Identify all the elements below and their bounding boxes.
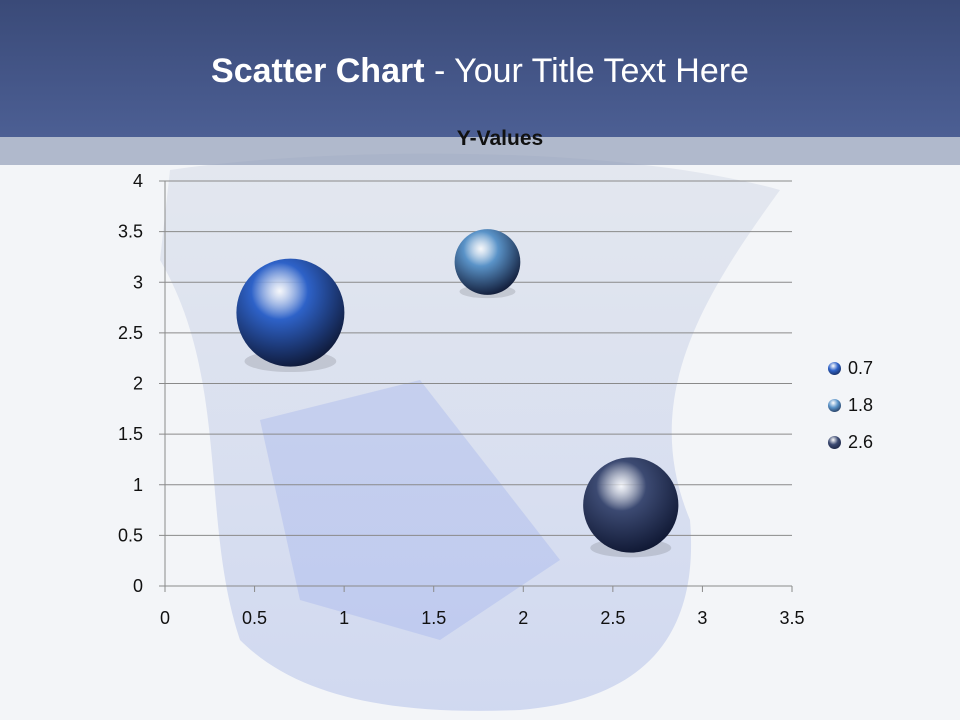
x-tick-label: 1.5 bbox=[421, 608, 446, 628]
slide-title-rest: - Your Title Text Here bbox=[424, 52, 749, 90]
y-tick-label: 2.5 bbox=[118, 323, 143, 343]
legend-bubble-icon bbox=[828, 362, 841, 375]
slide-title: Scatter Chart - Your Title Text Here bbox=[0, 52, 960, 91]
y-tick-label: 4 bbox=[133, 171, 143, 191]
legend-item: 1.8 bbox=[828, 387, 873, 424]
bubble-0.7[interactable] bbox=[236, 258, 345, 367]
chart-title: Y-Values bbox=[456, 127, 544, 150]
y-tick-label: 1 bbox=[133, 475, 143, 495]
y-tick-label: 3 bbox=[133, 272, 143, 292]
y-tick-label: 1.5 bbox=[118, 424, 143, 444]
legend-bubble-icon bbox=[828, 436, 841, 449]
legend-bubble-icon bbox=[828, 399, 841, 412]
x-tick-label: 3 bbox=[697, 608, 707, 628]
x-tick-label: 2.5 bbox=[600, 608, 625, 628]
legend-item: 0.7 bbox=[828, 350, 873, 387]
x-tick-label: 0.5 bbox=[242, 608, 267, 628]
bubble-2.6[interactable] bbox=[583, 457, 679, 553]
legend-label: 2.6 bbox=[848, 432, 874, 452]
y-tick-label: 2 bbox=[133, 374, 143, 394]
x-tick-label: 3.5 bbox=[779, 608, 804, 628]
legend-item: 2.6 bbox=[828, 424, 873, 461]
y-tick-label: 3.5 bbox=[118, 222, 143, 242]
x-tick-label: 0 bbox=[160, 608, 170, 628]
legend-label: 0.7 bbox=[848, 358, 874, 378]
x-tick-label: 2 bbox=[518, 608, 528, 628]
slide-title-bold: Scatter Chart bbox=[211, 52, 425, 90]
legend-label: 1.8 bbox=[848, 395, 874, 415]
subheader-band bbox=[0, 137, 960, 165]
header-band bbox=[0, 0, 960, 137]
y-tick-label: 0.5 bbox=[118, 525, 143, 545]
bubble-1.8[interactable] bbox=[454, 229, 521, 295]
x-tick-label: 1 bbox=[339, 608, 349, 628]
chart-legend: 0.7 1.8 2.6 bbox=[828, 350, 873, 461]
y-tick-label: 0 bbox=[133, 576, 143, 596]
